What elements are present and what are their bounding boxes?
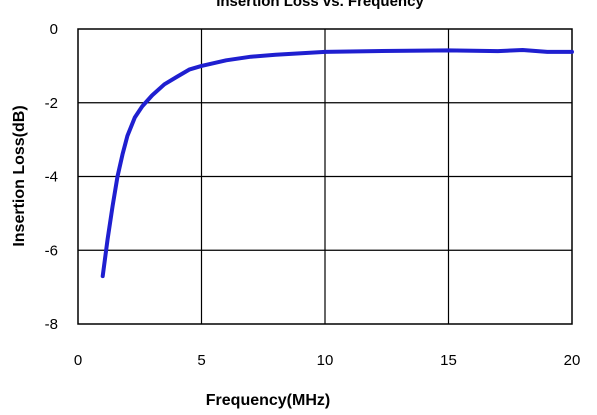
x-tick-labels: 0 5 10 15 20 (74, 352, 581, 369)
x-tick-label: 10 (317, 352, 334, 369)
y-tick-label: 0 (50, 21, 58, 38)
x-tick-label: 15 (440, 352, 457, 369)
y-tick-label: -4 (45, 169, 58, 186)
y-tick-labels: 0 -2 -4 -6 -8 (45, 21, 58, 333)
x-tick-label: 5 (197, 352, 205, 369)
chart-title: Insertion Loss vs. Frequency (216, 0, 424, 10)
series-group (100, 48, 574, 279)
series-line (100, 48, 574, 279)
grid-lines (78, 29, 572, 324)
x-tick-label: 20 (564, 352, 581, 369)
y-tick-label: -6 (45, 242, 58, 259)
y-tick-label: -8 (45, 316, 58, 333)
x-axis-title: Frequency(MHz) (206, 392, 330, 409)
y-tick-label: -2 (45, 95, 58, 112)
y-axis-title: Insertion Loss(dB) (11, 105, 28, 246)
x-tick-label: 0 (74, 352, 82, 369)
